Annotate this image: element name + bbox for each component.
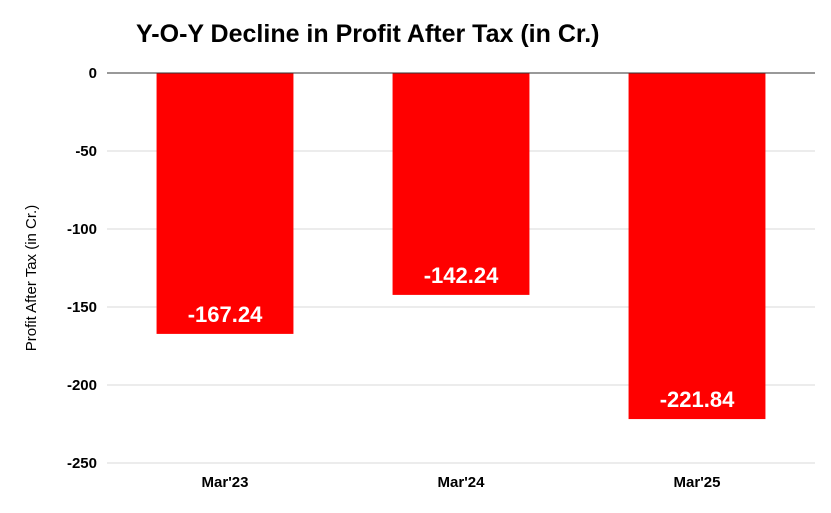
y-tick-label: -100 xyxy=(67,221,97,238)
data-label: -221.84 xyxy=(660,387,735,412)
data-label: -142.24 xyxy=(424,263,499,288)
bar xyxy=(628,73,766,420)
x-tick-label: Mar'25 xyxy=(674,474,721,491)
y-tick-label: -50 xyxy=(75,143,97,160)
x-tick-label: Mar'23 xyxy=(202,474,249,491)
data-label: -167.24 xyxy=(188,302,263,327)
y-axis-ticks: 0 -50 -100 -150 -200 -250 xyxy=(67,65,97,472)
data-labels: -167.24 -142.24 -221.84 xyxy=(188,263,735,412)
y-tick-label: -150 xyxy=(67,299,97,316)
bar xyxy=(156,73,294,334)
bars xyxy=(156,73,766,420)
y-tick-label: 0 xyxy=(89,65,97,82)
chart-title: Y-O-Y Decline in Profit After Tax (in Cr… xyxy=(136,20,600,48)
y-tick-label: -250 xyxy=(67,455,97,472)
x-axis-ticks: Mar'23 Mar'24 Mar'25 xyxy=(202,474,721,491)
bar xyxy=(392,73,530,295)
y-axis-label: Profit After Tax (in Cr.) xyxy=(23,205,40,351)
x-tick-label: Mar'24 xyxy=(438,474,486,491)
y-tick-label: -200 xyxy=(67,377,97,394)
